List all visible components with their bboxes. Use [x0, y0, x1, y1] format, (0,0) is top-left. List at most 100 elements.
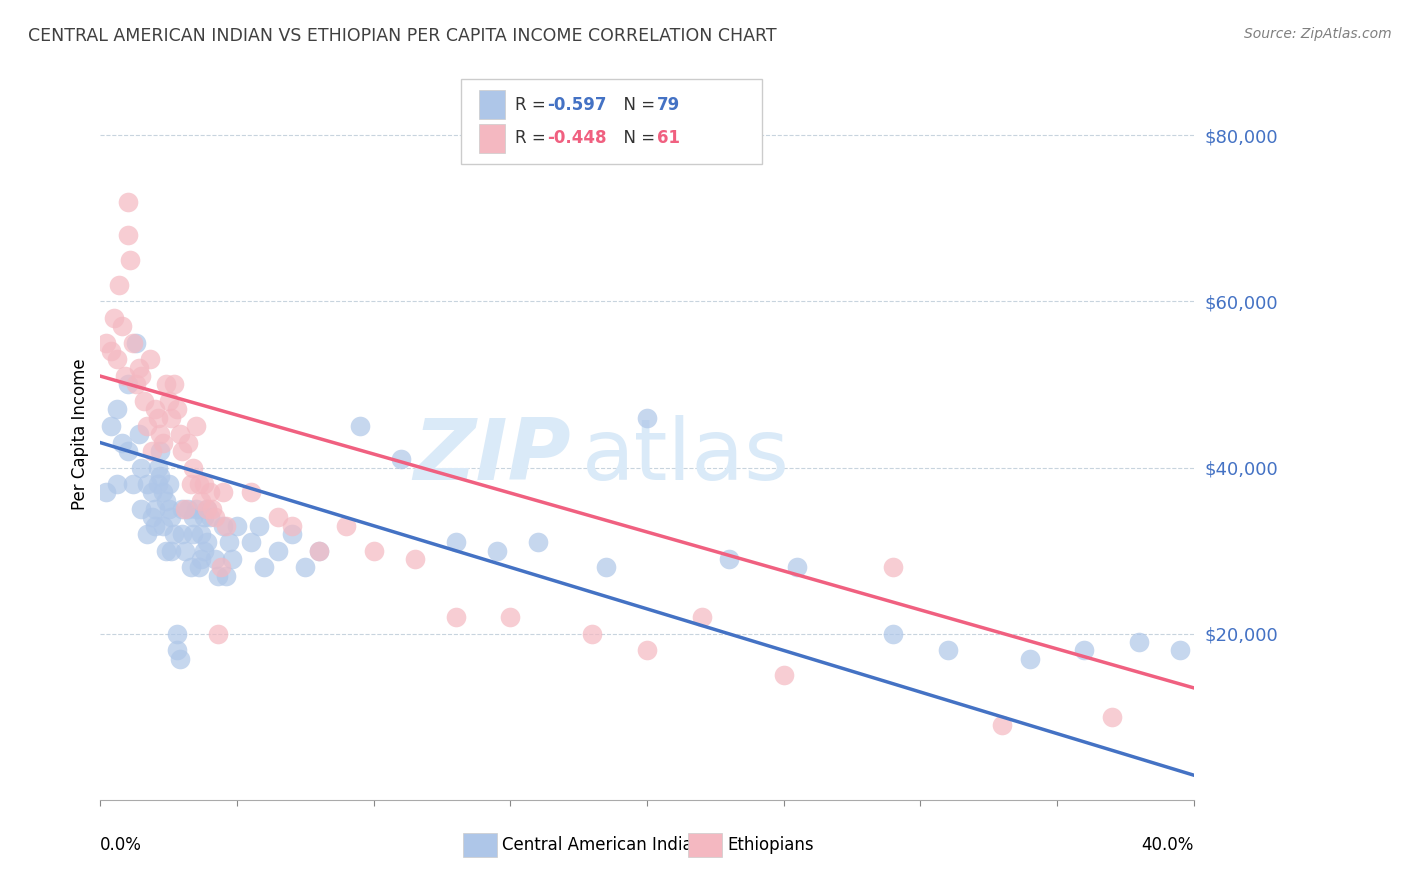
Text: N =: N = — [613, 129, 661, 147]
Point — [94, 335, 117, 350]
Point — [103, 310, 125, 325]
Point — [125, 335, 148, 350]
Text: -0.597: -0.597 — [547, 95, 607, 113]
Point — [280, 527, 302, 541]
Point — [193, 510, 215, 524]
Point — [100, 419, 122, 434]
Point — [247, 518, 270, 533]
Point — [936, 643, 959, 657]
Point — [146, 477, 169, 491]
Point — [363, 543, 385, 558]
Point — [212, 485, 235, 500]
Point — [190, 527, 212, 541]
Point — [146, 460, 169, 475]
Point — [172, 502, 194, 516]
Point — [1073, 643, 1095, 657]
Point — [226, 518, 249, 533]
Point — [190, 493, 212, 508]
Point — [160, 543, 183, 558]
Point — [239, 535, 262, 549]
Point — [991, 718, 1014, 732]
Text: CENTRAL AMERICAN INDIAN VS ETHIOPIAN PER CAPITA INCOME CORRELATION CHART: CENTRAL AMERICAN INDIAN VS ETHIOPIAN PER… — [28, 27, 776, 45]
Text: ZIP: ZIP — [413, 415, 571, 498]
Point — [180, 477, 202, 491]
Point — [143, 502, 166, 516]
Point — [215, 568, 238, 582]
Point — [177, 502, 200, 516]
Point — [499, 610, 522, 624]
Point — [160, 410, 183, 425]
Point — [160, 510, 183, 524]
Point — [187, 477, 209, 491]
Point — [349, 419, 371, 434]
Point — [882, 560, 904, 574]
Point — [152, 518, 174, 533]
Point — [174, 543, 197, 558]
Point — [128, 427, 150, 442]
Point — [117, 194, 139, 209]
Point — [193, 543, 215, 558]
Point — [146, 410, 169, 425]
Point — [117, 377, 139, 392]
Point — [207, 627, 229, 641]
Point — [1018, 652, 1040, 666]
Point — [105, 352, 128, 367]
FancyBboxPatch shape — [461, 79, 762, 163]
Point — [135, 527, 157, 541]
Point — [308, 543, 330, 558]
Point — [163, 527, 186, 541]
Point — [131, 369, 153, 384]
Text: Central American Indians: Central American Indians — [502, 836, 711, 854]
Text: -0.448: -0.448 — [547, 129, 607, 147]
Point — [184, 502, 207, 516]
Point — [155, 377, 177, 392]
Point — [772, 668, 794, 682]
Text: N =: N = — [613, 95, 661, 113]
Point — [155, 493, 177, 508]
Point — [117, 227, 139, 242]
Point — [198, 485, 221, 500]
Point — [141, 510, 163, 524]
Point — [201, 502, 224, 516]
Point — [177, 435, 200, 450]
Point — [218, 535, 240, 549]
Point — [169, 427, 191, 442]
Point — [181, 460, 204, 475]
Point — [122, 477, 145, 491]
Point — [135, 419, 157, 434]
Text: 40.0%: 40.0% — [1142, 836, 1194, 854]
FancyBboxPatch shape — [478, 90, 505, 120]
Point — [149, 468, 172, 483]
Point — [152, 435, 174, 450]
Point — [267, 510, 290, 524]
Point — [786, 560, 808, 574]
Point — [209, 560, 232, 574]
Point — [131, 502, 153, 516]
Text: 0.0%: 0.0% — [100, 836, 142, 854]
Point — [131, 460, 153, 475]
Point — [204, 510, 226, 524]
Point — [100, 344, 122, 359]
Point — [239, 485, 262, 500]
Text: atlas: atlas — [582, 415, 789, 498]
Point — [253, 560, 276, 574]
Text: 61: 61 — [657, 129, 681, 147]
Point — [132, 394, 155, 409]
Point — [215, 518, 238, 533]
Text: Ethiopians: Ethiopians — [727, 836, 814, 854]
Point — [184, 419, 207, 434]
Point — [636, 410, 658, 425]
Point — [163, 377, 186, 392]
Point — [141, 444, 163, 458]
Point — [120, 252, 142, 267]
Point — [166, 643, 188, 657]
Point — [444, 535, 467, 549]
Point — [204, 552, 226, 566]
Point — [335, 518, 357, 533]
Point — [155, 543, 177, 558]
Point — [636, 643, 658, 657]
Point — [105, 402, 128, 417]
Point — [138, 352, 160, 367]
Text: Source: ZipAtlas.com: Source: ZipAtlas.com — [1244, 27, 1392, 41]
Point — [195, 502, 218, 516]
